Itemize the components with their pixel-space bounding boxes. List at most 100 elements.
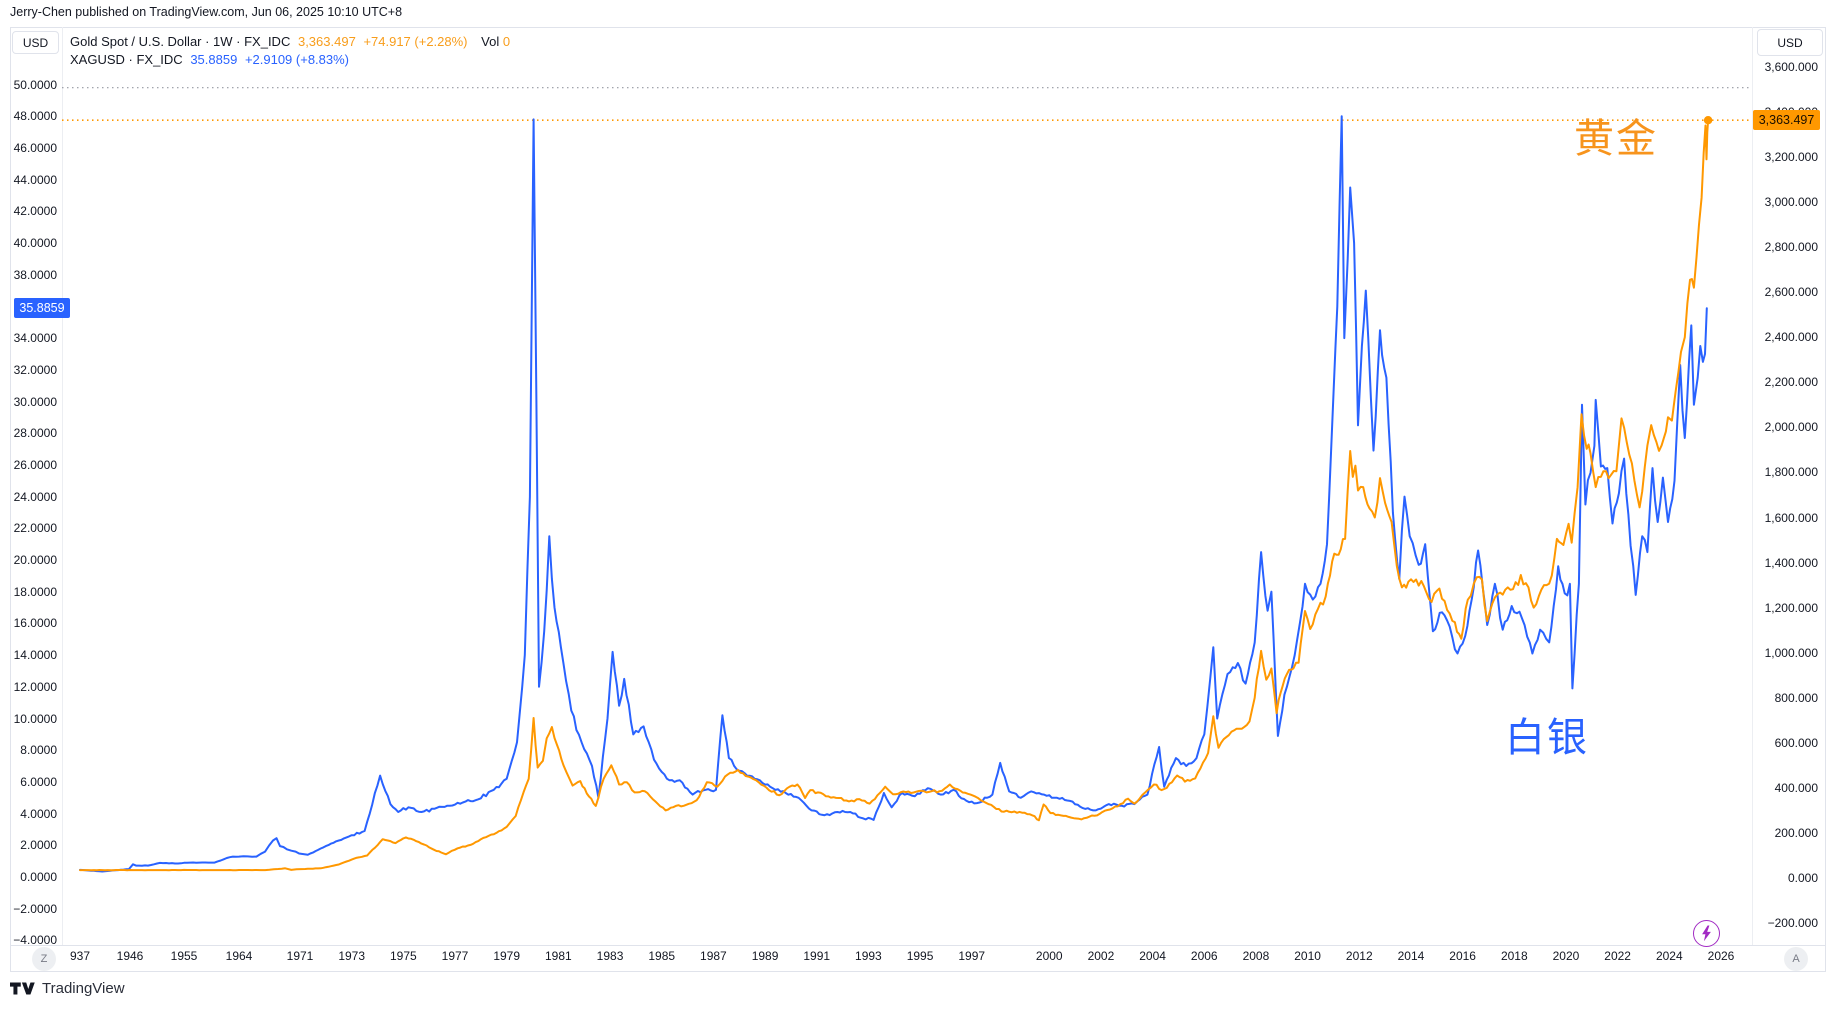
vol-label: Vol	[481, 34, 500, 49]
time-axis-tick: 1946	[116, 949, 144, 963]
time-axis-tick: 1997	[958, 949, 986, 963]
silver-text-annotation[interactable]: 白银	[1505, 716, 1589, 760]
time-axis-tick: 2008	[1242, 949, 1270, 963]
left-axis-tick: 50.0000	[13, 77, 57, 92]
autoscale-button[interactable]: A	[1784, 947, 1808, 971]
time-axis-tick: 1993	[855, 949, 882, 963]
right-axis-tick: 2,200.000	[1764, 375, 1818, 390]
left-axis-tick: 18.0000	[13, 584, 57, 599]
time-axis-tick: 2024	[1655, 949, 1683, 963]
gold-last-price: 3,363.497	[297, 34, 356, 49]
right-axis-separator	[1752, 27, 1753, 945]
left-axis-tick: 32.0000	[13, 362, 57, 377]
gold-change: +74.917 (+2.28%)	[363, 34, 468, 49]
time-axis-tick: 1987	[700, 949, 727, 963]
left-axis-tick: 34.0000	[13, 331, 57, 346]
left-axis-tick: 12.0000	[13, 679, 57, 694]
right-axis-tick: −200.000	[1767, 916, 1818, 931]
left-axis-tick: 14.0000	[13, 648, 57, 663]
left-axis-tick: 44.0000	[13, 172, 57, 187]
right-axis-tick: 1,000.000	[1764, 645, 1818, 660]
vol-value: 0	[502, 34, 511, 49]
left-axis-tick: 40.0000	[13, 236, 57, 250]
right-axis-tick: 800.000	[1774, 690, 1818, 705]
time-axis-tick: 2016	[1449, 949, 1476, 963]
left-axis-tick: 48.0000	[13, 109, 57, 124]
left-axis-tick: 4.0000	[20, 806, 57, 821]
silver-series-line	[79, 115, 1708, 873]
left-axis-tick: 8.0000	[20, 743, 57, 758]
gold-series-line	[79, 119, 1710, 872]
left-axis-tick: 22.0000	[13, 521, 57, 536]
right-axis-tick: 3,200.000	[1764, 150, 1818, 164]
silver-last-price: 35.8859	[190, 52, 238, 67]
time-axis-tick: 2002	[1087, 949, 1115, 963]
time-axis-tick: 1955	[170, 949, 198, 963]
tradingview-attribution[interactable]: TradingView	[10, 980, 125, 997]
time-axis-tick: 1964	[225, 949, 253, 963]
right-axis-tick: 1,400.000	[1764, 555, 1818, 570]
time-axis-tick: 1989	[751, 949, 779, 963]
lightning-mode-button[interactable]	[1693, 920, 1720, 947]
left-axis-tick: 0.0000	[20, 870, 57, 884]
right-axis-tick: 0.000	[1787, 871, 1818, 885]
right-axis-tick: 1,200.000	[1764, 600, 1818, 615]
right-axis-tick: 3,600.000	[1764, 59, 1818, 74]
left-axis-tick: 16.0000	[13, 616, 57, 631]
legend-row-silver[interactable]: XAGUSD · FX_IDC 35.8859 +2.9109 (+8.83%)	[70, 52, 353, 67]
time-axis-tick: 1985	[648, 949, 676, 963]
right-axis-currency-button[interactable]: USD	[1757, 29, 1823, 56]
silver-symbol-title[interactable]: XAGUSD · FX_IDC	[70, 52, 183, 67]
legend-row-gold[interactable]: Gold Spot / U.S. Dollar · 1W · FX_IDC 3,…	[70, 34, 514, 49]
time-axis-tick: 1983	[596, 949, 624, 963]
time-axis-tick: 1979	[493, 949, 521, 963]
left-axis-tick: 10.0000	[13, 711, 57, 726]
lightning-bolt-icon	[1702, 925, 1711, 942]
gold-price-axis-label: 3,363.497	[1753, 110, 1820, 130]
left-axis-tick: 24.0000	[13, 489, 57, 504]
silver-price-axis-label: 35.8859	[14, 298, 70, 318]
left-axis-separator	[62, 27, 63, 945]
time-axis-tick: 1981	[545, 949, 572, 963]
time-axis-separator	[10, 945, 1826, 946]
publish-info: Jerry-Chen published on TradingView.com,…	[10, 5, 403, 19]
right-axis-tick: 600.000	[1774, 735, 1818, 750]
time-axis-tick: 2020	[1552, 949, 1580, 963]
left-axis-tick: 28.0000	[13, 426, 57, 441]
right-axis-tick: 1,800.000	[1764, 465, 1818, 480]
chart-frame	[10, 27, 1826, 972]
left-axis-tick: 2.0000	[20, 838, 57, 853]
time-axis-tick: 1991	[803, 949, 831, 963]
time-axis-tick: 2000	[1035, 949, 1063, 963]
left-axis-tick: 6.0000	[20, 774, 57, 789]
time-axis-tick: 2026	[1707, 949, 1735, 963]
time-axis-tick: 2014	[1397, 949, 1425, 963]
right-axis-tick: 200.000	[1774, 825, 1818, 840]
left-axis-tick: 42.0000	[13, 204, 57, 219]
time-axis-tick: 1975	[389, 949, 417, 963]
left-axis-currency-button[interactable]: USD	[12, 31, 59, 54]
time-axis-tick: 2010	[1294, 949, 1321, 963]
timezone-button[interactable]: Z	[32, 947, 56, 971]
right-axis-tick: 2,600.000	[1764, 285, 1818, 300]
right-axis-tick: 1,600.000	[1764, 510, 1818, 525]
gold-symbol-title[interactable]: Gold Spot / U.S. Dollar · 1W · FX_IDC	[70, 34, 291, 49]
silver-change: +2.9109 (+8.83%)	[244, 52, 350, 67]
gold-last-price-marker	[1703, 116, 1713, 125]
time-axis-tick: 1971	[286, 949, 314, 963]
left-axis-tick: 30.0000	[13, 394, 57, 409]
gold-text-annotation[interactable]: 黄金	[1574, 117, 1658, 161]
time-axis-tick: 2006	[1190, 949, 1218, 963]
time-axis-tick: 1973	[338, 949, 366, 963]
left-axis-tick: −2.0000	[13, 901, 57, 916]
time-axis-tick: 2022	[1604, 949, 1631, 963]
right-axis-tick: 400.000	[1774, 780, 1818, 795]
right-axis-tick: 2,400.000	[1764, 330, 1818, 345]
tradingview-brand-text: TradingView	[42, 980, 125, 997]
time-axis-tick: 1995	[906, 949, 934, 963]
right-axis-tick: 3,000.000	[1764, 195, 1818, 210]
time-axis-tick: 2018	[1500, 949, 1528, 963]
time-axis-tick: 1977	[441, 949, 469, 963]
